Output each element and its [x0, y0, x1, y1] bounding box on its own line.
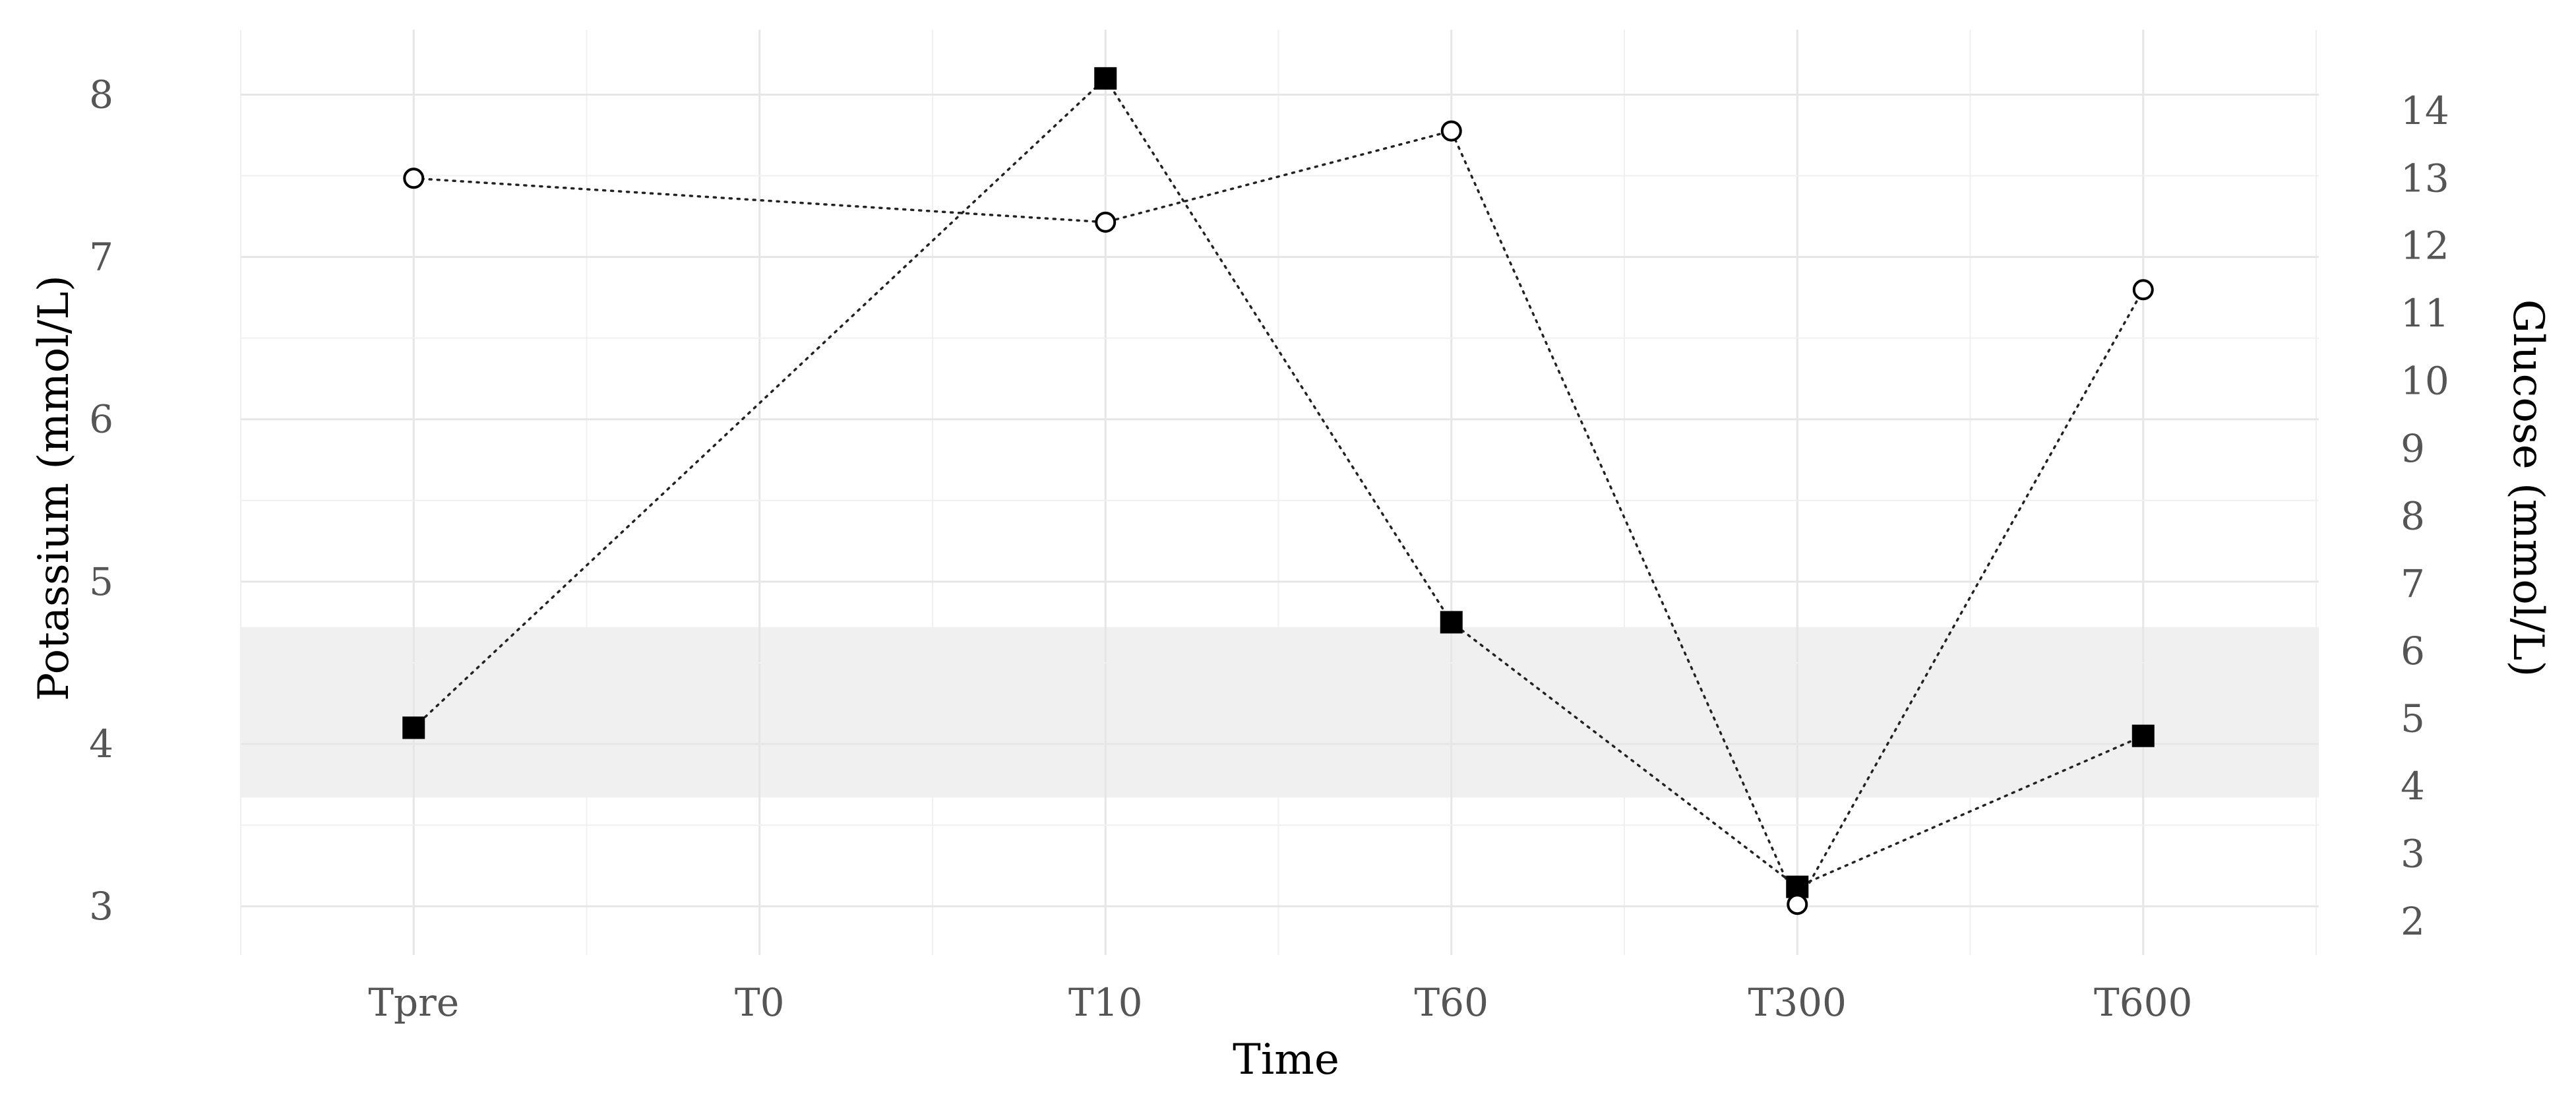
left-y-tick-label: 8	[89, 72, 113, 117]
potassium-point	[1094, 67, 1117, 90]
grid-layer	[240, 30, 2319, 955]
left-y-tick-label: 7	[89, 235, 113, 280]
x-axis-title: Time	[1233, 1035, 1339, 1084]
x-tick-labels: Tpre T0 T10 T60 T300 T600	[368, 980, 2192, 1025]
x-tick-label: T60	[1415, 980, 1489, 1025]
right-y-axis-title: Glucose (mmol/L)	[2503, 299, 2552, 677]
left-y-tick-label: 5	[89, 559, 113, 604]
right-y-tick-label: 9	[2401, 426, 2425, 471]
right-y-tick-label: 13	[2401, 156, 2449, 201]
glucose-point	[403, 168, 425, 189]
glucose-point	[1440, 120, 1462, 142]
x-tick-label: T600	[2094, 980, 2192, 1025]
left-y-tick-label: 3	[89, 884, 113, 929]
normal-range-band	[241, 627, 2319, 798]
right-y-tick-label: 5	[2401, 696, 2425, 741]
right-y-tick-labels: 2 3 4 5 6 7 8 9 10 11 12 13 14	[2401, 88, 2449, 944]
x-tick-label: Tpre	[368, 980, 459, 1025]
right-y-tick-label: 14	[2401, 88, 2449, 133]
glucose-point	[1787, 894, 1808, 915]
x-tick-label: T10	[1068, 980, 1143, 1025]
potassium-point	[402, 716, 425, 739]
right-y-tick-label: 8	[2401, 493, 2425, 538]
right-y-tick-label: 10	[2401, 359, 2449, 404]
glucose-series-line	[412, 129, 2145, 908]
right-y-tick-label: 7	[2401, 561, 2425, 606]
right-y-tick-label: 12	[2401, 224, 2449, 268]
right-y-tick-label: 2	[2401, 899, 2425, 944]
series-points-layer	[402, 67, 2155, 915]
right-y-tick-label: 11	[2401, 291, 2449, 336]
right-y-tick-label: 4	[2401, 764, 2425, 809]
left-y-axis-title: Potassium (mmol/L)	[30, 275, 78, 701]
potassium-point	[1440, 611, 1463, 634]
glucose-point	[2132, 279, 2154, 301]
left-y-tick-labels: 3 4 5 6 7 8	[89, 72, 113, 929]
glucose-point	[1095, 211, 1117, 233]
right-y-tick-label: 3	[2401, 831, 2425, 876]
x-tick-label: T300	[1748, 980, 1847, 1025]
right-y-tick-label: 6	[2401, 629, 2425, 673]
left-y-tick-label: 6	[89, 397, 113, 442]
x-tick-label: T0	[735, 980, 785, 1025]
reference-band-layer	[241, 627, 2319, 798]
potassium-point	[2131, 724, 2155, 747]
left-y-tick-label: 4	[89, 722, 113, 766]
